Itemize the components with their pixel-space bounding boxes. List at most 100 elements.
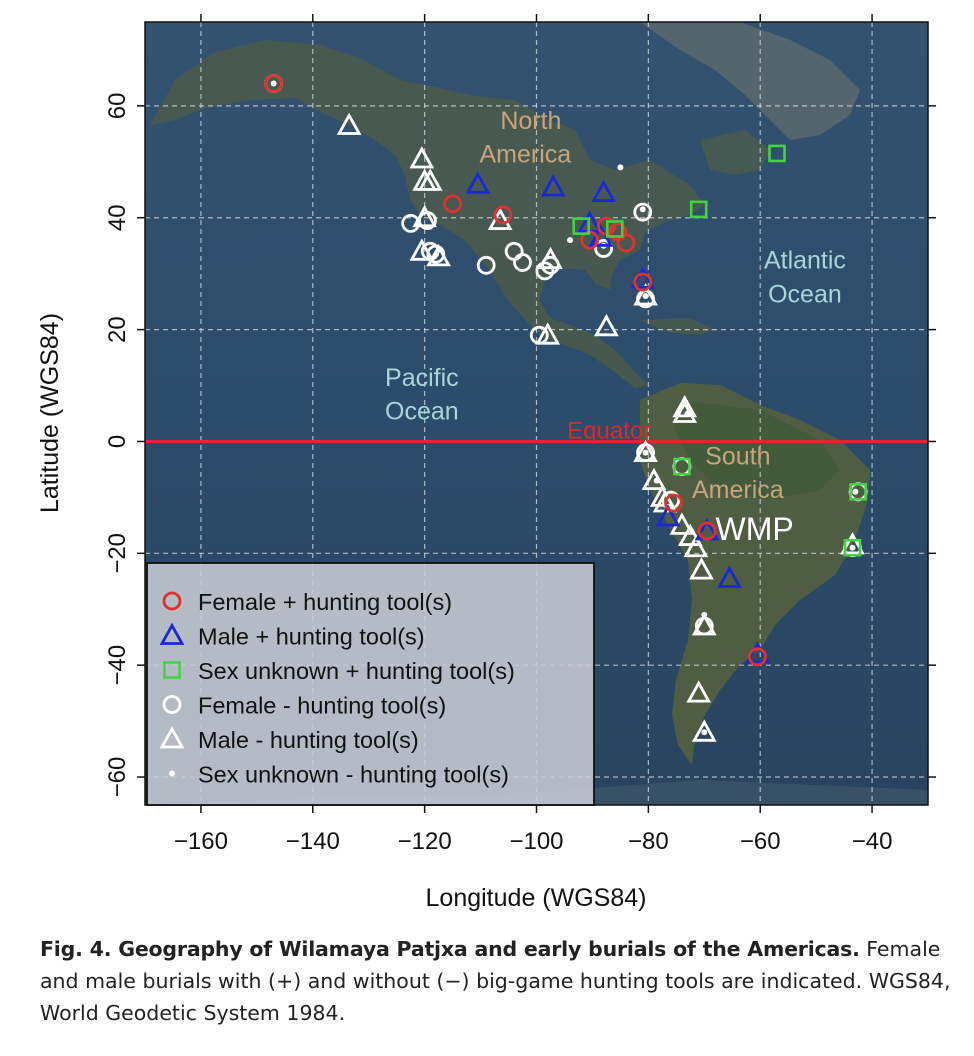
map-label: WMP [716, 511, 794, 547]
y-tick-label: 0 [104, 435, 131, 448]
data-points [264, 74, 868, 742]
legend-marker [159, 622, 185, 645]
data-point [717, 565, 742, 588]
equator-label: Equator [567, 417, 651, 444]
data-point [426, 244, 446, 264]
caption-title: Fig. 4. Geography of Wilamaya Patjxa and… [40, 937, 860, 961]
y-tick-label: 60 [104, 93, 131, 120]
y-tick-label: 20 [104, 316, 131, 343]
data-point [655, 504, 681, 527]
legend-marker [162, 695, 182, 714]
data-point [633, 283, 658, 306]
data-point [540, 174, 566, 197]
data-point [594, 313, 619, 337]
legend-label: Male + hunting tool(s) [198, 624, 425, 650]
data-point [689, 557, 714, 580]
x-tick-label: −140 [286, 828, 340, 855]
data-point [535, 261, 555, 281]
data-point [443, 194, 463, 214]
data-point [701, 611, 708, 618]
data-point [684, 410, 691, 417]
data-point [636, 443, 655, 463]
axis-ticks: −160 −140 −120 −100 −80 −60 −40 60 40 20 0 −20 −40 −6… [104, 14, 936, 855]
legend-marker [169, 770, 175, 777]
legend-border [146, 562, 595, 806]
figure-caption: Fig. 4. Geography of Wilamaya Patjxa and… [40, 933, 955, 1029]
x-axis-label: Longitude (WGS84) [426, 884, 647, 912]
map-label: Pacific [385, 364, 459, 392]
map-chart: Equator North America Atlantic Ocean Pacific… [36, 14, 936, 912]
data-point [409, 146, 435, 169]
data-point [694, 616, 714, 636]
legend-marker [162, 591, 182, 611]
map-label: Ocean [385, 398, 459, 426]
x-tick-label: −160 [174, 828, 228, 855]
data-point [630, 266, 656, 289]
x-tick-label: −80 [628, 828, 669, 855]
equator-line: Equator [145, 417, 928, 444]
data-point [513, 253, 532, 272]
data-point [672, 395, 698, 418]
x-tick-label: −120 [398, 828, 452, 855]
legend-label: Male - hunting tool(s) [198, 727, 419, 753]
map-label: South [705, 442, 770, 470]
data-point [264, 74, 284, 93]
y-tick-label: −20 [104, 533, 131, 574]
data-point [605, 220, 624, 238]
data-point [418, 211, 437, 230]
y-tick-label: −40 [104, 645, 131, 686]
data-point [336, 112, 362, 135]
y-axis-label: Latitude (WGS84) [36, 313, 64, 513]
data-point [840, 532, 865, 555]
legend: Female + hunting tool(s) Male + hunting t… [146, 562, 595, 806]
data-point [572, 217, 591, 235]
legend-marker [163, 661, 181, 679]
data-point [701, 729, 708, 736]
data-point [417, 168, 443, 191]
data-point [476, 255, 496, 275]
data-point [686, 680, 712, 703]
data-point [653, 477, 660, 484]
data-point [465, 171, 491, 194]
map-label: Ocean [768, 280, 842, 308]
data-point [594, 239, 614, 258]
data-point [677, 523, 703, 546]
data-point [849, 544, 856, 551]
data-point [642, 449, 649, 456]
legend-box [147, 563, 594, 805]
legend-label: Female + hunting tool(s) [198, 589, 452, 615]
map-labels: North America Atlantic Ocean Pacific Ocean Sou… [385, 107, 846, 547]
map-label: Atlantic [764, 247, 846, 275]
legend-label: Sex unknown - hunting tool(s) [198, 762, 509, 788]
data-point [661, 490, 681, 510]
data-point [270, 80, 277, 87]
y-tick-label: 40 [104, 204, 131, 231]
map-label: North [500, 107, 561, 135]
data-point [639, 206, 646, 213]
x-tick-label: −100 [509, 828, 563, 855]
data-point [642, 293, 649, 300]
data-point [541, 255, 560, 275]
x-tick-label: −60 [740, 828, 781, 855]
data-point [768, 144, 786, 163]
map-label: America [692, 476, 784, 504]
data-point [535, 322, 561, 345]
y-tick-label: −60 [104, 757, 131, 798]
caption-text: Female and male burials with (+) and wit… [40, 937, 951, 1025]
data-point [664, 493, 683, 513]
legend-label: Female - hunting tool(s) [198, 693, 446, 719]
data-point [633, 202, 653, 222]
data-point [567, 237, 574, 244]
data-point [616, 233, 636, 253]
map-figure: Equator North America Atlantic Ocean Pacific… [36, 14, 936, 912]
data-point [697, 521, 717, 541]
data-point [691, 719, 717, 742]
legend-label: Sex unknown + hunting tool(s) [198, 658, 515, 684]
data-point [748, 647, 767, 667]
legend-marker [159, 726, 185, 749]
data-point [529, 325, 549, 345]
x-tick-label: −40 [852, 828, 893, 855]
data-point [849, 482, 867, 501]
data-point [591, 179, 616, 202]
data-point [745, 641, 770, 664]
